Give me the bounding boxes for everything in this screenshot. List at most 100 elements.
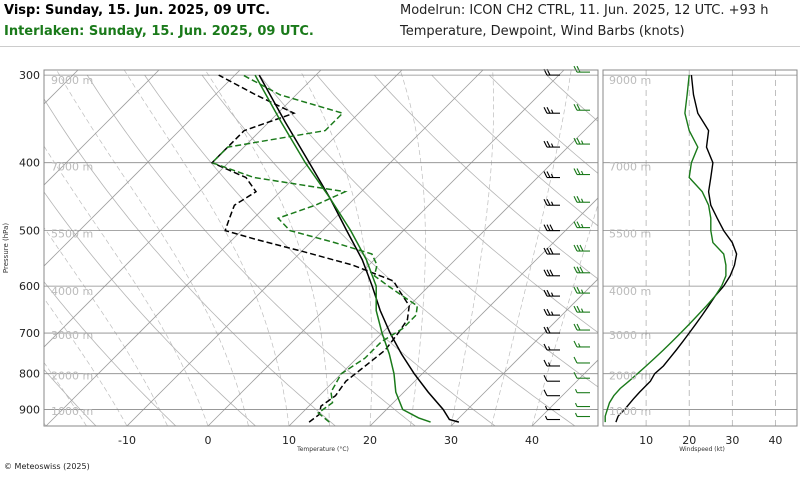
visp-windspeed-line bbox=[615, 75, 738, 423]
interlaken-wind-barb bbox=[573, 195, 590, 203]
temperature-tick-label: 0 bbox=[205, 434, 212, 447]
visp-wind-barb-half-flag bbox=[550, 311, 554, 316]
visp-wind-barb bbox=[543, 389, 560, 397]
wind-height-label: 7000 m bbox=[609, 160, 651, 173]
pressure-axis-label: Pressure (hPa) bbox=[2, 223, 10, 273]
wind-height-label: 2000 m bbox=[609, 370, 651, 383]
visp-wind-barb-half-flag bbox=[544, 405, 548, 410]
moist-adiabat bbox=[44, 297, 128, 426]
interlaken-wind-barb-half-flag bbox=[574, 412, 578, 417]
visp-wind-barb bbox=[543, 289, 560, 297]
visp-wind-barb-full-flag bbox=[546, 171, 551, 178]
visp-wind-barb bbox=[543, 198, 560, 206]
interlaken-wind-barb-full-flag bbox=[576, 65, 581, 73]
interlaken-wind-barb-half-flag bbox=[580, 289, 584, 294]
wind-height-label: 4000 m bbox=[609, 285, 651, 298]
visp-wind-barb-half-flag bbox=[550, 292, 554, 297]
interlaken-wind-barb bbox=[573, 286, 590, 294]
wind-frame bbox=[602, 69, 798, 427]
moist-adiabat bbox=[450, 70, 494, 426]
interlaken-wind-barb-full-flag bbox=[573, 266, 578, 274]
visp-wind-barb-half-flag bbox=[547, 362, 551, 367]
visp-wind-barb-full-flag bbox=[549, 269, 554, 277]
visp-wind-barb bbox=[543, 106, 560, 114]
isotherm bbox=[44, 70, 241, 267]
height-label: 3000 m bbox=[51, 329, 93, 342]
visp-wind-barb-full-flag bbox=[546, 198, 551, 206]
visp-wind-barb-full-flag bbox=[546, 140, 551, 148]
visp-wind-barb bbox=[543, 343, 560, 351]
temperature-tick-label: 40 bbox=[525, 434, 539, 447]
visp-wind-barb-full-flag bbox=[549, 247, 554, 255]
pressure-tick-label: 700 bbox=[19, 327, 40, 340]
visp-wind-barb-full-flag bbox=[546, 289, 551, 297]
pressure-tick-label: 400 bbox=[19, 157, 40, 170]
visp-wind-barb-full-flag bbox=[543, 359, 548, 367]
visp-wind-barb bbox=[543, 374, 560, 382]
interlaken-wind-barb-full-flag bbox=[579, 266, 584, 274]
interlaken-windspeed-line bbox=[604, 75, 727, 423]
visp-wind-barb-full-flag bbox=[543, 247, 548, 255]
visp-wind-barb-full-flag bbox=[543, 326, 548, 334]
visp-wind-barb-full-flag bbox=[543, 106, 548, 114]
temperature-tick-label: 10 bbox=[282, 434, 296, 447]
header-divider bbox=[0, 46, 800, 47]
visp-wind-barb-half-flag bbox=[544, 415, 548, 420]
interlaken-wind-barb bbox=[573, 323, 590, 331]
interlaken-wind-barb-full-flag bbox=[576, 244, 581, 252]
visp-wind-barb-half-flag bbox=[550, 201, 554, 206]
interlaken-wind-barb-full-flag bbox=[573, 103, 578, 111]
isotherm bbox=[369, 197, 598, 426]
parameters-label: Temperature, Dewpoint, Wind Barbs (knots… bbox=[400, 24, 685, 39]
visp-wind-barb bbox=[543, 247, 560, 255]
interlaken-wind-barb bbox=[573, 305, 590, 313]
height-label: 5500 m bbox=[51, 228, 93, 241]
interlaken-wind-barb bbox=[573, 244, 590, 252]
interlaken-wind-barb bbox=[573, 221, 590, 229]
interlaken-wind-barb-half-flag bbox=[574, 388, 578, 393]
visp-wind-barb-full-flag bbox=[543, 198, 548, 206]
skewt-background-lines bbox=[44, 70, 598, 426]
height-label: 1000 m bbox=[51, 405, 93, 418]
interlaken-wind-barb bbox=[573, 65, 590, 73]
isotherm bbox=[126, 70, 484, 426]
title-interlaken: Interlaken: Sunday, 15. Jun. 2025, 09 UT… bbox=[4, 24, 314, 39]
moist-adiabat bbox=[491, 70, 572, 426]
visp-wind-barb-full-flag bbox=[546, 106, 551, 114]
isotherm bbox=[45, 70, 403, 426]
dry-adiabat bbox=[488, 74, 598, 174]
height-label: 7000 m bbox=[51, 160, 93, 173]
interlaken-wind-barb-full-flag bbox=[579, 244, 584, 252]
interlaken-wind-barb-full-flag bbox=[576, 286, 581, 294]
dry-adiabat bbox=[44, 281, 177, 426]
interlaken-wind-barb-full-flag bbox=[573, 244, 578, 252]
height-label: 4000 m bbox=[51, 285, 93, 298]
interlaken-wind-barb bbox=[573, 103, 590, 111]
visp-wind-barb bbox=[543, 171, 560, 179]
pressure-tick-label: 600 bbox=[19, 280, 40, 293]
visp-wind-barb-full-flag bbox=[543, 374, 548, 382]
windspeed-tick-label: 20 bbox=[682, 434, 696, 447]
interlaken-wind-barb-full-flag bbox=[573, 286, 578, 294]
dry-adiabat bbox=[144, 74, 496, 426]
interlaken-wind-barb bbox=[573, 266, 590, 274]
isotherm bbox=[44, 70, 160, 186]
visp-wind-barb-half-flag bbox=[550, 173, 554, 178]
temperature-tick-label: -10 bbox=[118, 434, 136, 447]
interlaken-wind-barb-full-flag bbox=[576, 266, 581, 274]
wind-height-label: 9000 m bbox=[609, 74, 651, 87]
dry-adiabat bbox=[86, 74, 416, 426]
visp-wind-barb-full-flag bbox=[543, 140, 548, 148]
wind-barbs bbox=[543, 65, 590, 421]
wind-height-label: 3000 m bbox=[609, 329, 651, 342]
dry-adiabat bbox=[44, 191, 256, 426]
interlaken-wind-barb bbox=[573, 137, 590, 145]
windspeed-tick-label: 30 bbox=[725, 434, 739, 447]
moist-adiabat bbox=[399, 70, 426, 426]
interlaken-wind-barb-half-flag bbox=[580, 140, 584, 145]
dry-adiabat bbox=[431, 74, 598, 227]
windspeed-tick-label: 10 bbox=[639, 434, 653, 447]
moist-adiabat bbox=[44, 362, 87, 426]
isotherm bbox=[288, 116, 598, 426]
